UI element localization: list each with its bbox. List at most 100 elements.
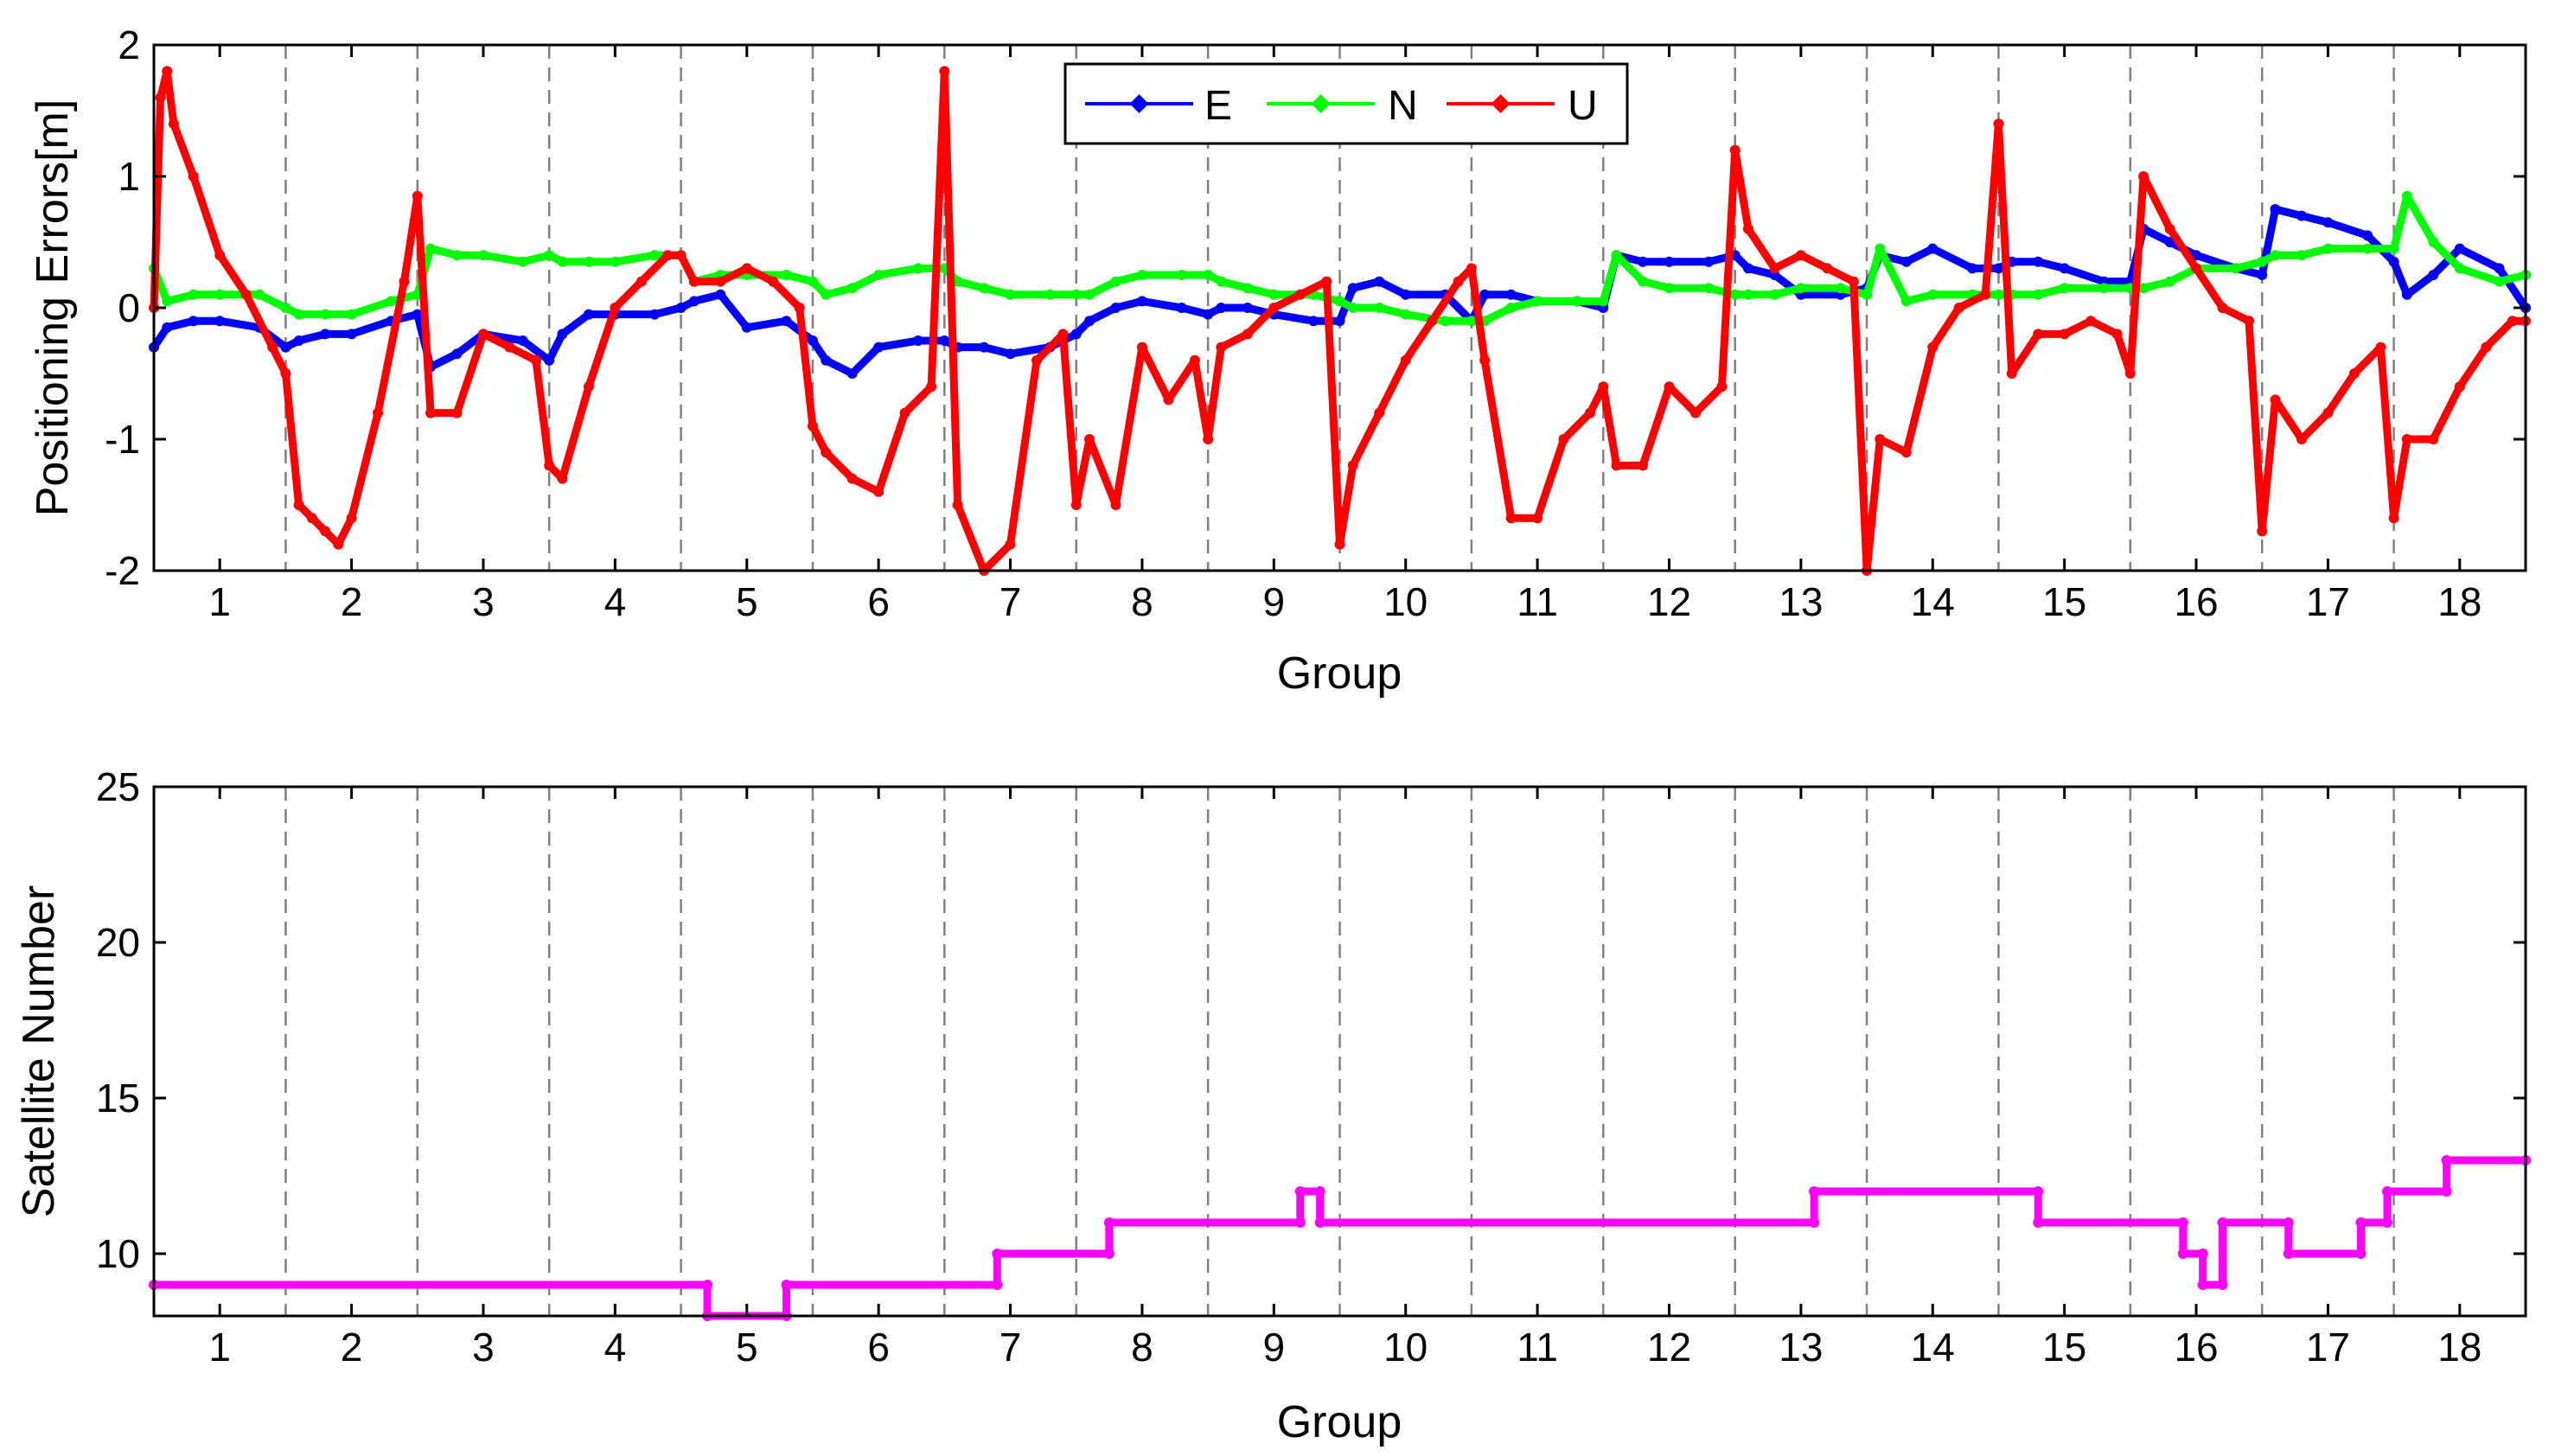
series-n-point: [1637, 276, 1648, 287]
series-n-point: [1611, 250, 1622, 261]
series-satellite-number-point: [2355, 1248, 2367, 1259]
series-satellite-number-point: [2177, 1248, 2188, 1259]
y-tick-label: 20: [96, 920, 140, 965]
series-satellite-number-point: [2217, 1280, 2228, 1290]
series-e-point: [1347, 283, 1358, 294]
series-u-point: [1136, 342, 1147, 353]
series-e-point: [1742, 263, 1753, 274]
series-n-point: [1400, 309, 1411, 320]
x-axis-label-satellites: Group: [1277, 1397, 1402, 1447]
series-u-point: [1716, 381, 1728, 393]
series-satellite-number-point: [2033, 1186, 2044, 1197]
series-e-point: [557, 329, 568, 340]
y-tick-label: -2: [105, 548, 140, 593]
x-tick-label: 16: [2174, 1325, 2218, 1370]
series-u-point: [1900, 447, 1912, 458]
x-tick-label: 6: [867, 1325, 890, 1370]
series-n-point: [873, 270, 885, 280]
series-u-point: [741, 263, 752, 274]
series-n-point: [2257, 256, 2268, 267]
series-n-point: [1664, 283, 1675, 294]
x-tick-label: 15: [2042, 579, 2086, 624]
series-u-point: [2481, 342, 2492, 353]
series-u-point: [715, 276, 726, 287]
series-u-point: [214, 250, 226, 261]
series-e-point: [1005, 348, 1016, 360]
y-tick-label: 0: [118, 285, 140, 330]
series-e-point: [544, 354, 555, 366]
series-e-point: [1110, 303, 1121, 313]
series-n-point: [1571, 296, 1582, 307]
x-ticks-errors: 1 2 3 4 5 6 7 8 9 10 11 12 13 14 15 16 17 18: [208, 45, 2482, 624]
series-e-point: [2388, 256, 2399, 267]
series-satellite-number-point: [1314, 1186, 1325, 1197]
series-satellite-number-point: [2283, 1217, 2294, 1228]
series-u-point: [530, 354, 541, 366]
series-e-point: [2401, 289, 2412, 300]
x-tick-label: 1: [208, 579, 231, 624]
series-satellite-number-point: [702, 1280, 713, 1290]
series-n-point: [2401, 190, 2412, 201]
series-n-point: [1374, 303, 1385, 313]
series-e-point: [451, 348, 463, 360]
series-u-point: [2257, 526, 2268, 537]
x-tick-label: 8: [1131, 1325, 1153, 1370]
series-e-point: [1308, 316, 1319, 327]
series-u-point: [333, 539, 344, 550]
series-u-point: [1466, 263, 1477, 274]
x-tick-label: 13: [1779, 1325, 1823, 1370]
series-u-point: [1032, 354, 1043, 366]
x-tick-label: 10: [1383, 1325, 1428, 1370]
series-u-point: [2388, 513, 2399, 524]
series-u-point: [952, 500, 963, 510]
series-u-point: [2507, 316, 2518, 327]
series-u-point: [583, 381, 594, 393]
series-n-point: [1927, 289, 1939, 300]
series-u-point: [926, 381, 937, 393]
series-n-point: [1083, 289, 1095, 300]
series-e-point: [2270, 204, 2281, 214]
series-u-point: [794, 303, 805, 313]
series-e-point: [1203, 309, 1214, 320]
series-e-point: [1479, 289, 1491, 300]
series-n-point: [2138, 283, 2149, 294]
x-tick-label: 16: [2174, 579, 2218, 624]
series-u-point: [899, 407, 910, 418]
series-u-point: [2164, 223, 2175, 234]
series-e-point: [912, 335, 923, 346]
series-e-point: [1334, 316, 1345, 327]
series-n-point: [979, 283, 990, 294]
series-e-point: [280, 342, 291, 353]
series-n-point: [2362, 243, 2373, 254]
series-n-point: [425, 243, 437, 254]
series-u-point: [1822, 263, 1833, 274]
series-u-point: [2006, 368, 2017, 379]
series-n-point: [2164, 276, 2175, 287]
series-e-point: [715, 289, 726, 300]
series-satellite-number-point: [2283, 1248, 2294, 1259]
series-u-point: [1795, 250, 1806, 261]
series-u-point: [188, 171, 199, 182]
x-tick-label: 1: [208, 1325, 231, 1370]
y-ticks-satellites: 10 15 20 25: [96, 764, 2526, 1276]
series-satellite-number-line: [150, 1156, 2530, 1320]
series-n-point: [1703, 283, 1715, 294]
series-n-point: [253, 289, 265, 300]
series-e-point: [293, 335, 304, 346]
series-e-point: [346, 329, 357, 340]
series-u-point: [2322, 407, 2334, 418]
series-n-point: [1835, 283, 1846, 294]
series-e-point: [1637, 256, 1648, 267]
x-tick-label: 7: [1000, 1325, 1022, 1370]
series-e-point: [979, 342, 990, 353]
series-u-point: [1005, 539, 1016, 550]
series-u-point: [2217, 303, 2228, 313]
x-tick-label: 14: [1911, 579, 1955, 624]
y-axis-label-errors: Positioning Errors[m]: [28, 99, 78, 517]
series-u-point: [477, 329, 489, 340]
series-satellite-number-point: [2355, 1217, 2367, 1228]
series-u-point: [168, 118, 179, 130]
series-u-point: [162, 66, 173, 77]
series-u-point: [1664, 381, 1675, 393]
